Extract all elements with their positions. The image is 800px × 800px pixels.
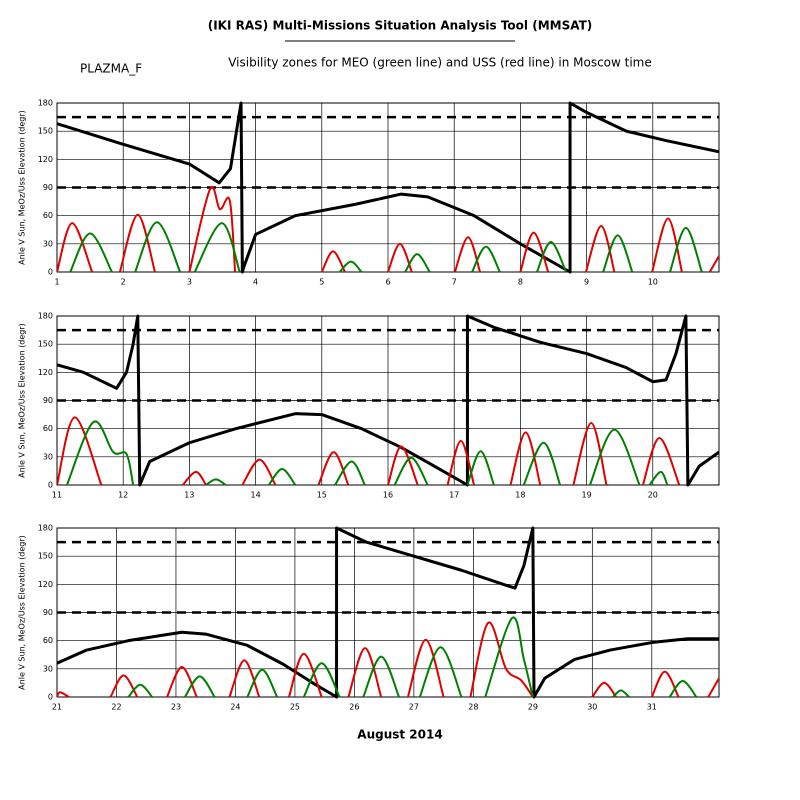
y-tick-label: 60	[43, 211, 53, 220]
y-tick-label: 30	[43, 664, 53, 673]
x-tick-label: 27	[409, 703, 419, 712]
y-tick-label: 90	[43, 608, 53, 617]
x-tick-label: 18	[515, 491, 525, 500]
series-line	[57, 416, 681, 486]
y-tick-label: 0	[48, 481, 53, 490]
y-tick-label: 0	[48, 268, 53, 277]
x-tick-label: 15	[317, 491, 327, 500]
x-axis-label: August 2014	[357, 728, 442, 742]
x-tick-label: 23	[171, 703, 181, 712]
y-tick-label: 30	[43, 239, 53, 248]
y-axis-label: Anle V Sun, MeOz/Uss Elevation (degr)	[18, 323, 27, 478]
x-tick-label: 12	[118, 491, 128, 500]
x-tick-label: 19	[582, 491, 592, 500]
x-tick-label: 14	[251, 491, 261, 500]
x-tick-label: 17	[449, 491, 459, 500]
x-tick-label: 4	[253, 278, 258, 287]
y-tick-label: 120	[38, 155, 53, 164]
x-tick-label: 20	[648, 491, 658, 500]
x-tick-label: 7	[452, 278, 457, 287]
series-line	[57, 101, 719, 274]
series-line	[127, 616, 698, 698]
x-tick-label: 11	[52, 491, 62, 500]
x-tick-label: 6	[385, 278, 390, 287]
series-line	[57, 621, 719, 698]
x-tick-label: 30	[587, 703, 597, 712]
x-tick-label: 16	[383, 491, 393, 500]
x-tick-label: 29	[528, 703, 538, 712]
y-tick-label: 120	[38, 368, 53, 377]
x-tick-label: 22	[111, 703, 121, 712]
x-tick-label: 28	[468, 703, 478, 712]
y-tick-label: 60	[43, 636, 53, 645]
y-tick-label: 120	[38, 580, 53, 589]
x-tick-label: 10	[648, 278, 658, 287]
y-tick-label: 150	[38, 127, 53, 136]
x-tick-label: 13	[184, 491, 194, 500]
x-tick-label: 31	[647, 703, 657, 712]
x-tick-label: 9	[584, 278, 589, 287]
y-tick-label: 0	[48, 693, 53, 702]
y-tick-label: 180	[38, 312, 53, 321]
y-tick-label: 90	[43, 396, 53, 405]
series-line	[66, 420, 669, 486]
y-axis-label: Anle V Sun, MeOz/Uss Elevation (degr)	[18, 535, 27, 690]
y-axis-label: Anle V Sun, MeOz/Uss Elevation (degr)	[18, 110, 27, 265]
x-tick-label: 26	[349, 703, 359, 712]
x-tick-label: 5	[319, 278, 324, 287]
series-line	[57, 526, 719, 699]
series-line	[69, 221, 703, 273]
satellite: PLAZMA_F	[80, 62, 142, 76]
y-tick-label: 60	[43, 424, 53, 433]
y-tick-label: 150	[38, 552, 53, 561]
series-line	[57, 186, 719, 273]
title: (IKI RAS) Multi-Missions Situation Analy…	[208, 19, 593, 33]
series-line	[57, 314, 719, 487]
x-tick-label: 2	[121, 278, 126, 287]
x-tick-label: 25	[290, 703, 300, 712]
subtitle: Visibility zones for MEO (green line) an…	[228, 56, 652, 70]
x-tick-label: 3	[187, 278, 192, 287]
y-tick-label: 90	[43, 183, 53, 192]
y-tick-label: 180	[38, 99, 53, 108]
y-tick-label: 150	[38, 340, 53, 349]
x-tick-label: 21	[52, 703, 62, 712]
x-tick-label: 24	[230, 703, 240, 712]
x-tick-label: 1	[54, 278, 59, 287]
y-tick-label: 180	[38, 524, 53, 533]
y-tick-label: 30	[43, 452, 53, 461]
x-tick-label: 8	[518, 278, 523, 287]
